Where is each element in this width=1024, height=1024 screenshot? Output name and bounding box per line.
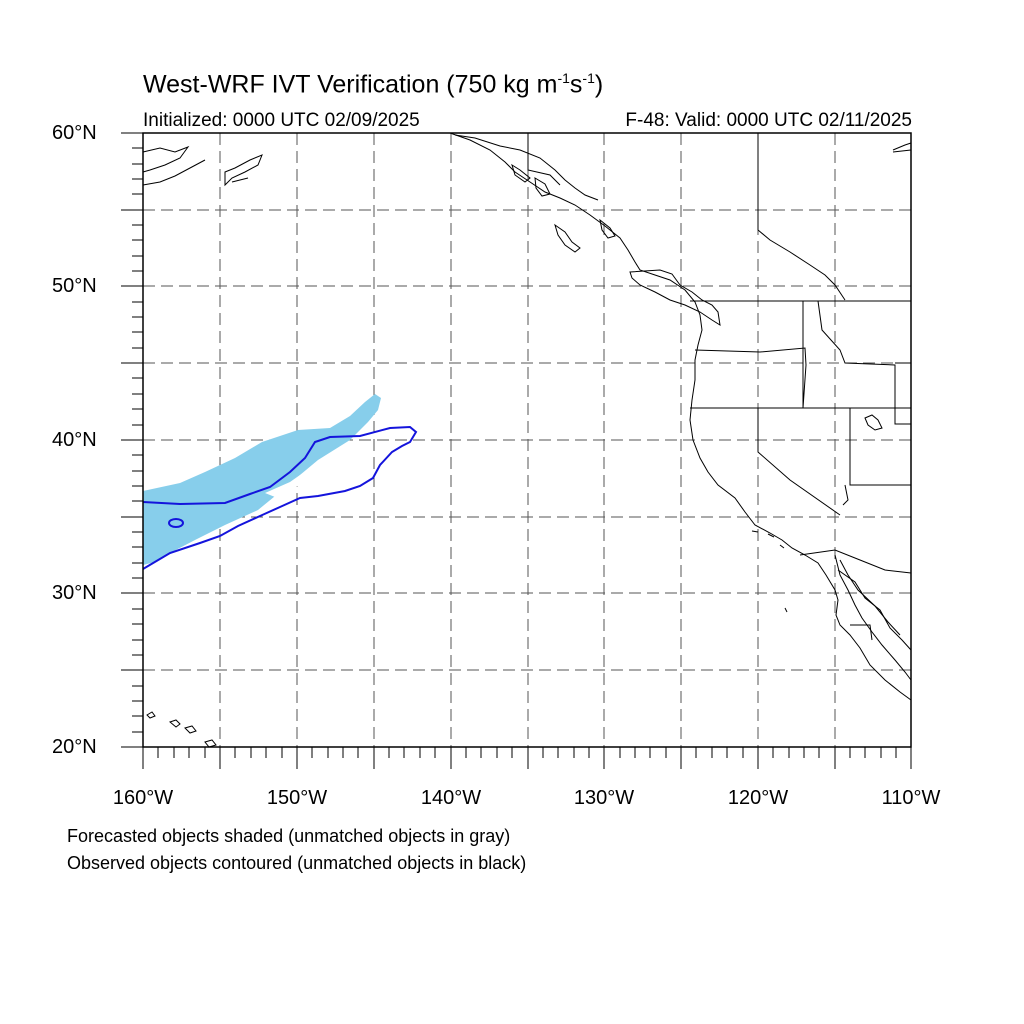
lon-label-160w: 160°W: [112, 787, 174, 809]
title-mid: s: [569, 70, 583, 99]
lon-label-150w: 150°W: [266, 787, 328, 809]
coastlines: [142, 132, 912, 748]
lon-label-140w: 140°W: [420, 787, 482, 809]
initialized-label: Initialized: 0000 UTC 02/09/2025: [143, 110, 420, 131]
title-text: West-WRF IVT Verification (750 kg m: [143, 70, 558, 99]
plot-title: West-WRF IVT Verification (750 kg m-1s-1…: [143, 70, 603, 99]
lat-label-50n: 50°N: [52, 275, 97, 297]
observed-object-island-contour: [168, 518, 184, 528]
lon-label-130w: 130°W: [573, 787, 635, 809]
valid-label: F-48: Valid: 0000 UTC 02/11/2025: [625, 110, 912, 131]
axis-ticks: [121, 132, 912, 769]
caption-forecast: Forecasted objects shaded (unmatched obj…: [67, 826, 511, 846]
title-end: ): [594, 70, 604, 99]
lat-label-20n: 20°N: [52, 736, 97, 758]
gridlines: [143, 133, 911, 747]
title-sup-1: -1: [557, 70, 570, 86]
forecast-object-hole: [265, 452, 352, 497]
caption-observed: Observed objects contoured (unmatched ob…: [67, 853, 527, 873]
lon-label-120w: 120°W: [727, 787, 789, 809]
title-sup-2: -1: [582, 70, 595, 86]
lat-label-60n: 60°N: [52, 122, 97, 144]
lat-label-40n: 40°N: [52, 429, 97, 451]
forecast-object-shaded: [143, 394, 381, 565]
lon-label-110w: 110°W: [881, 787, 941, 809]
observed-object-contour: [142, 425, 418, 570]
lat-label-30n: 30°N: [52, 582, 97, 604]
